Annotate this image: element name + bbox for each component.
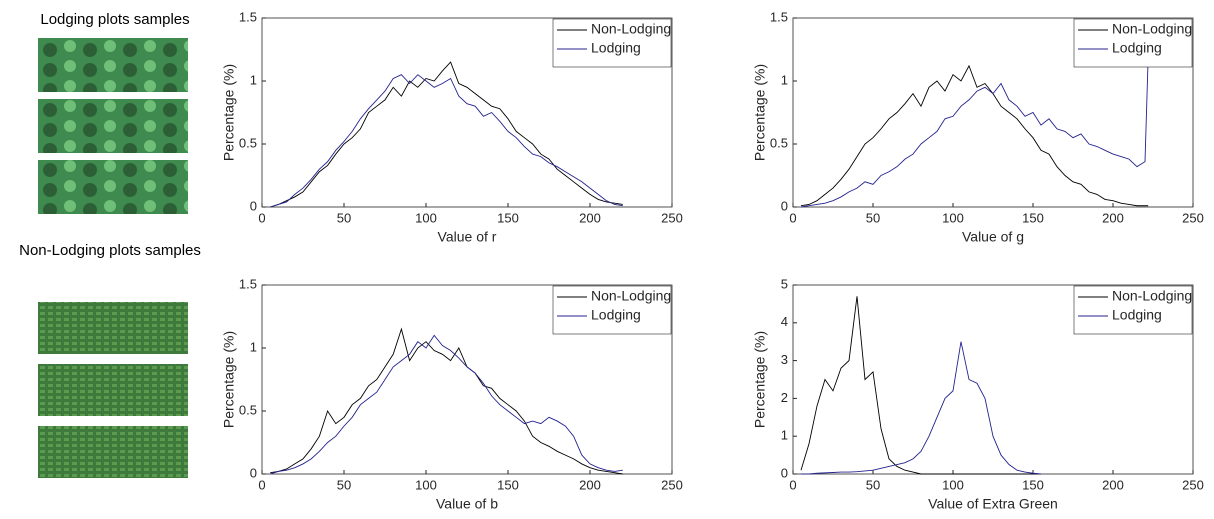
- x-tick-label: 100: [415, 477, 437, 492]
- x-tick-label: 250: [1182, 210, 1204, 225]
- x-tick-label: 150: [497, 477, 519, 492]
- y-tick-label: 1: [250, 339, 257, 354]
- y-axis-label: Percentage (%): [752, 64, 768, 161]
- sample-image: [38, 364, 188, 416]
- y-axis-label: Percentage (%): [752, 331, 768, 428]
- sample-image: [38, 426, 188, 478]
- x-axis-label: Value of b: [436, 496, 498, 512]
- legend-label: Non-Lodging: [1112, 288, 1192, 304]
- x-tick-label: 0: [789, 477, 796, 492]
- x-tick-label: 0: [258, 477, 265, 492]
- series-line: [270, 334, 623, 475]
- series-line: [270, 74, 623, 208]
- sample-label: Lodging plots samples: [40, 11, 189, 28]
- y-tick-label: 0: [781, 198, 788, 213]
- x-tick-label: 50: [866, 210, 880, 225]
- y-tick-label: 3: [781, 352, 788, 367]
- legend-label: Non-Lodging: [1112, 21, 1192, 37]
- y-tick-label: 0.5: [770, 135, 788, 150]
- series-line: [270, 61, 623, 208]
- y-tick-label: 1: [781, 72, 788, 87]
- y-tick-label: 1.5: [239, 276, 257, 291]
- legend-label: Lodging: [591, 307, 641, 323]
- x-axis-label: Value of r: [438, 229, 497, 245]
- legend-box: [552, 18, 672, 68]
- x-tick-label: 150: [1022, 477, 1044, 492]
- y-tick-label: 4: [781, 314, 788, 329]
- sample-image: [38, 302, 188, 354]
- x-tick-label: 150: [1022, 210, 1044, 225]
- x-tick-label: 50: [337, 210, 351, 225]
- x-axis-label: Value of g: [962, 229, 1024, 245]
- x-tick-label: 0: [789, 210, 796, 225]
- sample-image: [38, 160, 188, 214]
- y-axis-label: Percentage (%): [221, 64, 237, 161]
- legend-label: Lodging: [1112, 40, 1162, 56]
- legend-box: [1073, 18, 1193, 68]
- x-tick-label: 100: [942, 477, 964, 492]
- y-tick-label: 0.5: [239, 402, 257, 417]
- x-tick-label: 150: [497, 210, 519, 225]
- x-tick-label: 100: [942, 210, 964, 225]
- x-tick-label: 250: [661, 210, 683, 225]
- legend-label: Non-Lodging: [591, 21, 671, 37]
- series-line: [270, 327, 623, 475]
- x-tick-label: 50: [337, 477, 351, 492]
- x-tick-label: 100: [415, 210, 437, 225]
- y-tick-label: 0: [250, 465, 257, 480]
- legend-label: Lodging: [1112, 307, 1162, 323]
- y-tick-label: 1: [250, 72, 257, 87]
- legend-box: [552, 285, 672, 335]
- y-tick-label: 0: [250, 198, 257, 213]
- x-tick-label: 0: [258, 210, 265, 225]
- y-tick-label: 5: [781, 276, 788, 291]
- x-tick-label: 250: [661, 477, 683, 492]
- sample-label: Non-Lodging plots samples: [19, 242, 201, 259]
- x-tick-label: 200: [579, 210, 601, 225]
- y-tick-label: 2: [781, 390, 788, 405]
- x-tick-label: 200: [579, 477, 601, 492]
- series-line: [800, 64, 1149, 207]
- x-tick-label: 200: [1102, 210, 1124, 225]
- y-tick-label: 0.5: [239, 135, 257, 150]
- x-axis-label: Value of Extra Green: [928, 496, 1058, 512]
- y-tick-label: 1.5: [770, 9, 788, 24]
- x-tick-label: 250: [1182, 477, 1204, 492]
- series-line: [800, 55, 1149, 208]
- y-tick-label: 1.5: [239, 9, 257, 24]
- y-axis-label: Percentage (%): [221, 331, 237, 428]
- x-tick-label: 200: [1102, 477, 1124, 492]
- x-tick-label: 50: [866, 477, 880, 492]
- sample-image: [38, 99, 188, 153]
- sample-image: [38, 38, 188, 92]
- legend-label: Lodging: [591, 40, 641, 56]
- series-line: [800, 296, 1041, 475]
- y-tick-label: 0: [781, 465, 788, 480]
- legend-label: Non-Lodging: [591, 288, 671, 304]
- legend-box: [1073, 285, 1193, 335]
- y-tick-label: 1: [781, 428, 788, 443]
- series-line: [801, 341, 1042, 475]
